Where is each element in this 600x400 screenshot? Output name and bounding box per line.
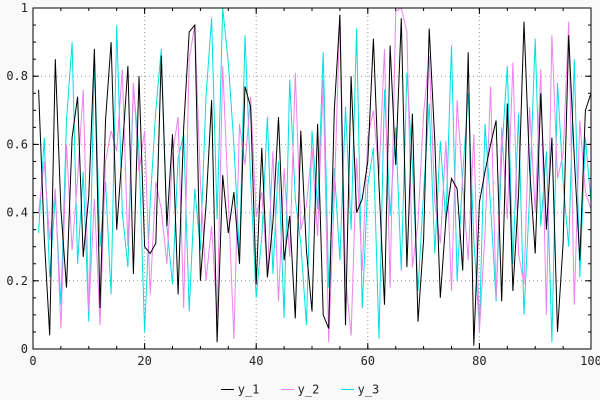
x-tick-label: 20 [137, 354, 151, 368]
legend-label-y1: y_1 [237, 382, 260, 396]
legend-item-y2: y_2 [280, 382, 320, 396]
y-tick-label: 1 [21, 1, 28, 15]
chart-legend: y_1 y_2 y_3 [0, 382, 600, 396]
y3-line-swatch [340, 388, 354, 390]
x-tick-label: 80 [472, 354, 486, 368]
legend-item-y3: y_3 [340, 382, 380, 396]
y-tick-label: 0.8 [6, 69, 28, 83]
x-tick-label: 100 [580, 354, 600, 368]
x-tick-label: 40 [249, 354, 263, 368]
x-tick-label: 60 [361, 354, 375, 368]
legend-label-y2: y_2 [297, 382, 320, 396]
y-tick-label: 0.6 [6, 137, 28, 151]
y2-line-swatch [280, 388, 294, 390]
legend-item-y1: y_1 [220, 382, 260, 396]
y-tick-label: 0.4 [6, 206, 28, 220]
series-line-y_1 [38, 14, 592, 346]
plot-frame [32, 7, 592, 350]
legend-label-y3: y_3 [357, 382, 380, 396]
y1-line-swatch [220, 388, 234, 390]
y-tick-label: 0 [21, 342, 28, 356]
y-tick-label: 0.2 [6, 274, 28, 288]
x-tick-label: 0 [29, 354, 36, 368]
